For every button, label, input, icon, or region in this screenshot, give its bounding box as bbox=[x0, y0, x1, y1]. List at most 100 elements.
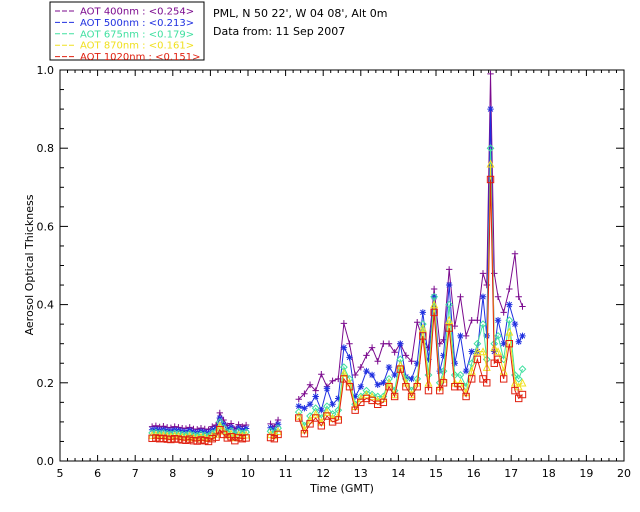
data-point bbox=[345, 383, 354, 391]
data-point bbox=[216, 414, 223, 422]
legend-entry: AOT 1020nm : <0.151> bbox=[80, 52, 200, 63]
data-point bbox=[519, 303, 526, 310]
data-point bbox=[397, 340, 404, 347]
data-point bbox=[152, 434, 160, 442]
data-point bbox=[483, 379, 491, 387]
data-point bbox=[418, 320, 427, 329]
data-point bbox=[242, 434, 250, 442]
data-point bbox=[208, 435, 216, 443]
data-point bbox=[312, 393, 319, 400]
data-point bbox=[445, 281, 453, 289]
data-point bbox=[505, 327, 514, 336]
data-point bbox=[451, 383, 459, 391]
data-point bbox=[374, 400, 382, 409]
x-tick-label: 5 bbox=[57, 467, 64, 480]
data-point bbox=[487, 70, 494, 78]
data-point bbox=[340, 344, 348, 351]
data-point bbox=[468, 317, 475, 324]
data-point bbox=[317, 422, 326, 430]
x-tick-label: 11 bbox=[279, 467, 293, 480]
data-point bbox=[182, 430, 190, 439]
data-point bbox=[445, 266, 453, 273]
data-point bbox=[414, 318, 421, 326]
data-point bbox=[486, 175, 495, 184]
data-point bbox=[479, 270, 487, 277]
data-point bbox=[519, 332, 526, 340]
data-point bbox=[413, 383, 421, 391]
data-point bbox=[515, 394, 523, 403]
data-point bbox=[339, 368, 348, 377]
y-tick-label: 0.8 bbox=[37, 142, 55, 155]
data-point bbox=[451, 360, 458, 367]
data-point bbox=[368, 392, 377, 401]
data-point bbox=[385, 340, 393, 347]
data-point bbox=[467, 366, 476, 375]
data-point bbox=[515, 338, 522, 345]
y-tick-label: 1.0 bbox=[37, 64, 55, 77]
data-point bbox=[430, 308, 438, 317]
data-point bbox=[208, 429, 217, 438]
data-point bbox=[266, 433, 275, 442]
data-point bbox=[351, 393, 359, 400]
data-point bbox=[155, 429, 164, 438]
data-point bbox=[385, 363, 393, 371]
data-point bbox=[407, 392, 416, 401]
data-point bbox=[402, 373, 410, 381]
data-point bbox=[323, 412, 331, 420]
data-point bbox=[445, 324, 453, 332]
data-point bbox=[391, 371, 398, 379]
x-tick-label: 14 bbox=[391, 467, 405, 480]
x-tick-label: 20 bbox=[617, 467, 631, 480]
data-point bbox=[402, 383, 410, 391]
data-point bbox=[238, 429, 247, 438]
data-point bbox=[363, 367, 370, 375]
data-point bbox=[306, 401, 314, 408]
series-line bbox=[298, 179, 523, 435]
data-point bbox=[270, 435, 279, 443]
plot-frame bbox=[59, 69, 625, 462]
data-point bbox=[170, 435, 179, 443]
data-point bbox=[301, 405, 308, 412]
data-point bbox=[390, 392, 399, 401]
data-point bbox=[328, 418, 337, 426]
data-point bbox=[318, 370, 325, 378]
data-point bbox=[385, 383, 393, 391]
data-point bbox=[295, 414, 303, 422]
data-point bbox=[323, 385, 331, 392]
data-point bbox=[440, 352, 447, 359]
data-point bbox=[368, 390, 376, 399]
data-point bbox=[363, 352, 370, 359]
data-point bbox=[462, 392, 470, 401]
data-point bbox=[430, 292, 439, 301]
x-tick-label: 9 bbox=[207, 467, 214, 480]
x-tick-label: 18 bbox=[542, 467, 556, 480]
data-point bbox=[274, 430, 282, 439]
data-point bbox=[486, 144, 495, 153]
data-point bbox=[391, 349, 398, 356]
data-point bbox=[340, 375, 348, 383]
data-point bbox=[494, 317, 502, 324]
data-point bbox=[201, 436, 209, 445]
x-tick-label: 10 bbox=[241, 467, 255, 480]
data-point bbox=[357, 383, 364, 390]
data-point bbox=[373, 392, 382, 401]
y-tick-label: 0.2 bbox=[37, 377, 55, 390]
data-point bbox=[494, 355, 502, 364]
x-tick-label: 16 bbox=[467, 467, 481, 480]
data-point bbox=[148, 434, 156, 443]
data-point bbox=[430, 285, 438, 293]
legend-entry: AOT 870nm : <0.161> bbox=[80, 41, 194, 52]
data-point bbox=[457, 293, 464, 300]
series-1 bbox=[148, 70, 526, 433]
data-point bbox=[462, 367, 470, 375]
data-point bbox=[227, 433, 235, 441]
data-point bbox=[402, 352, 410, 359]
data-point bbox=[294, 408, 303, 417]
data-point bbox=[456, 371, 465, 379]
data-point bbox=[478, 347, 488, 356]
data-point bbox=[457, 332, 464, 340]
x-tick-label: 13 bbox=[354, 467, 368, 480]
data-point bbox=[362, 390, 371, 399]
data-point bbox=[379, 398, 388, 407]
